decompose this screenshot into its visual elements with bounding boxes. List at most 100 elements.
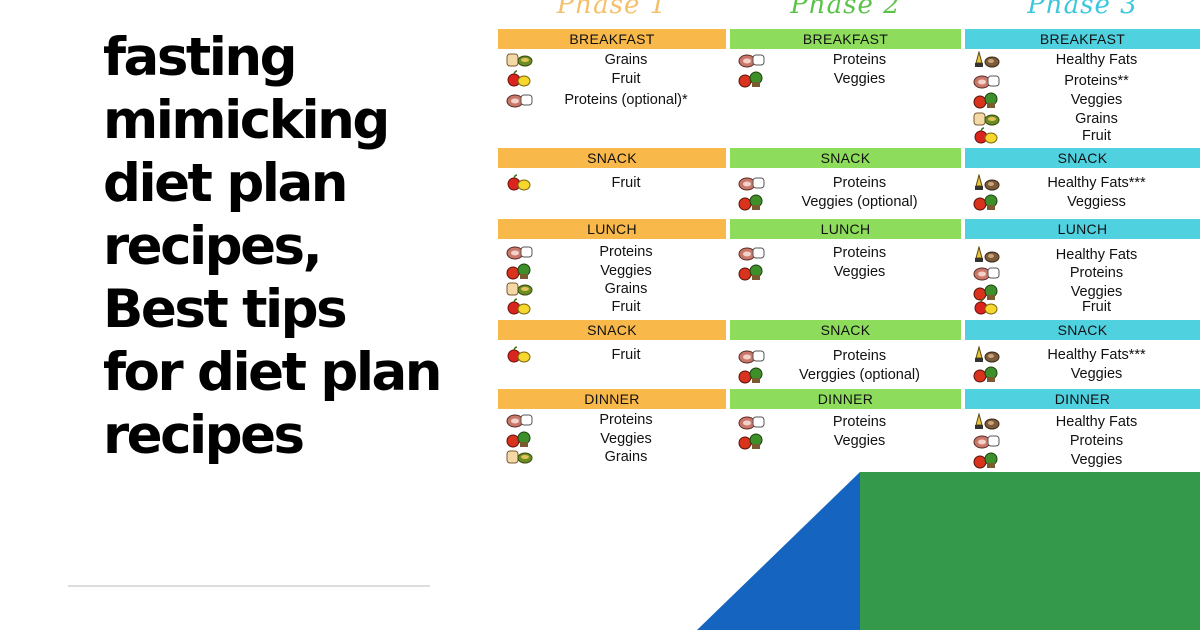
proteins-icon [973, 264, 1001, 282]
headline-line: recipes [103, 405, 305, 466]
fruit-icon [506, 174, 534, 192]
food-item-label: Fruit [611, 299, 641, 315]
food-item-label: Healthy Fats [1055, 52, 1138, 68]
proteins-icon [506, 411, 534, 429]
food-item-label: Veggies (optional) [801, 194, 918, 210]
food-item-label: Proteins [832, 245, 887, 261]
food-item-label: Grains [604, 52, 648, 68]
proteins-icon [738, 347, 766, 365]
blue-triangle-shape [697, 472, 860, 630]
proteins-icon [506, 243, 534, 261]
food-item-label: Grains [604, 281, 648, 297]
food-item-label: Veggies [1070, 284, 1123, 300]
veggies-icon [506, 430, 534, 448]
food-item-label: Healthy Fats [1055, 247, 1138, 263]
proteins-icon [738, 51, 766, 69]
healthy-fats-icon [973, 173, 1001, 192]
veggies-icon [973, 91, 1001, 109]
phase-title: Phase 2 [790, 0, 901, 19]
food-item-label: Veggies [600, 263, 652, 279]
food-item-label: Veggies [833, 71, 886, 87]
food-item-label: Healthy Fats [1055, 414, 1138, 430]
veggies-icon [973, 451, 1001, 469]
healthy-fats-icon [973, 412, 1001, 431]
headline-line: for diet plan [103, 342, 443, 403]
food-item-label: Veggies [833, 264, 886, 280]
food-item-label: Proteins (optional)* [564, 92, 688, 108]
veggies-icon [973, 283, 1001, 301]
headline: fasting mimicking diet plan recipes, Bes… [103, 26, 483, 467]
grains-icon [506, 51, 534, 69]
food-item-label: Healthy Fats*** [1047, 347, 1146, 363]
food-item-label: Proteins [832, 52, 887, 68]
grains-icon [506, 448, 534, 466]
meal-header-snack: SNACK [730, 148, 961, 168]
veggies-icon [738, 70, 766, 88]
veggies-icon [738, 366, 766, 384]
healthy-fats-icon [973, 345, 1001, 364]
meal-header-snack: SNACK [965, 148, 1200, 168]
meal-header-dinner: DINNER [498, 389, 726, 409]
food-item-label: Proteins [1069, 433, 1124, 449]
food-item-label: Proteins [832, 175, 887, 191]
healthy-fats-icon [973, 50, 1001, 69]
meal-header-dinner: DINNER [730, 389, 961, 409]
headline-line: recipes, [103, 216, 323, 277]
proteins-icon [738, 174, 766, 192]
meal-header-lunch: LUNCH [965, 219, 1200, 239]
food-item-label: Fruit [611, 175, 641, 191]
meal-header-snack: SNACK [498, 320, 726, 340]
food-item-label: Fruit [611, 347, 641, 363]
food-item-label: Healthy Fats*** [1047, 175, 1146, 191]
fruit-icon [973, 127, 1001, 145]
food-item-label: Fruit [611, 71, 641, 87]
food-item-label: Veggies [1070, 92, 1123, 108]
grains-icon [973, 110, 1001, 128]
headline-line: fasting [103, 27, 298, 88]
food-item-label: Proteins [832, 348, 887, 364]
veggies-icon [738, 432, 766, 450]
food-item-label: Proteins [832, 414, 887, 430]
meal-header-breakfast: BREAKFAST [965, 29, 1200, 49]
veggies-icon [738, 193, 766, 211]
meal-header-snack: SNACK [498, 148, 726, 168]
food-item-label: Veggies [833, 433, 886, 449]
meal-header-breakfast: BREAKFAST [498, 29, 726, 49]
meal-header-snack: SNACK [730, 320, 961, 340]
proteins-icon [973, 72, 1001, 90]
proteins-icon [738, 413, 766, 431]
food-item-label: Veggies [1070, 452, 1123, 468]
veggies-icon [973, 193, 1001, 211]
proteins-icon [973, 432, 1001, 450]
fruit-icon [973, 298, 1001, 316]
food-item-label: Grains [604, 449, 648, 465]
meal-header-snack: SNACK [965, 320, 1200, 340]
food-item-label: Proteins [1069, 265, 1124, 281]
food-item-label: Proteins** [1064, 73, 1129, 89]
food-item-label: Fruit [1082, 299, 1111, 315]
food-item-label: Veggies [600, 431, 652, 447]
headline-line: mimicking [103, 90, 390, 151]
headline-line: Best tips [103, 279, 348, 340]
healthy-fats-icon [973, 245, 1001, 264]
food-item-label: Grains [1075, 111, 1118, 127]
veggies-icon [506, 262, 534, 280]
fruit-icon [506, 346, 534, 364]
food-item-label: Fruit [1082, 128, 1111, 144]
food-item-label: Veggies [1070, 366, 1123, 382]
meal-header-breakfast: BREAKFAST [730, 29, 961, 49]
headline-line: diet plan [103, 153, 348, 214]
fruit-icon [506, 70, 534, 88]
grains-icon [506, 280, 534, 298]
proteins-icon [506, 91, 534, 109]
divider [68, 585, 430, 587]
meal-header-dinner: DINNER [965, 389, 1200, 409]
green-block-shape [860, 472, 1200, 630]
food-item-label: Proteins [599, 244, 653, 260]
phase-title: Phase 3 [1027, 0, 1138, 19]
fruit-icon [506, 298, 534, 316]
food-item-label: Verggies (optional) [799, 367, 920, 383]
food-item-label: Veggiess [1067, 194, 1126, 210]
food-item-label: Proteins [599, 412, 653, 428]
